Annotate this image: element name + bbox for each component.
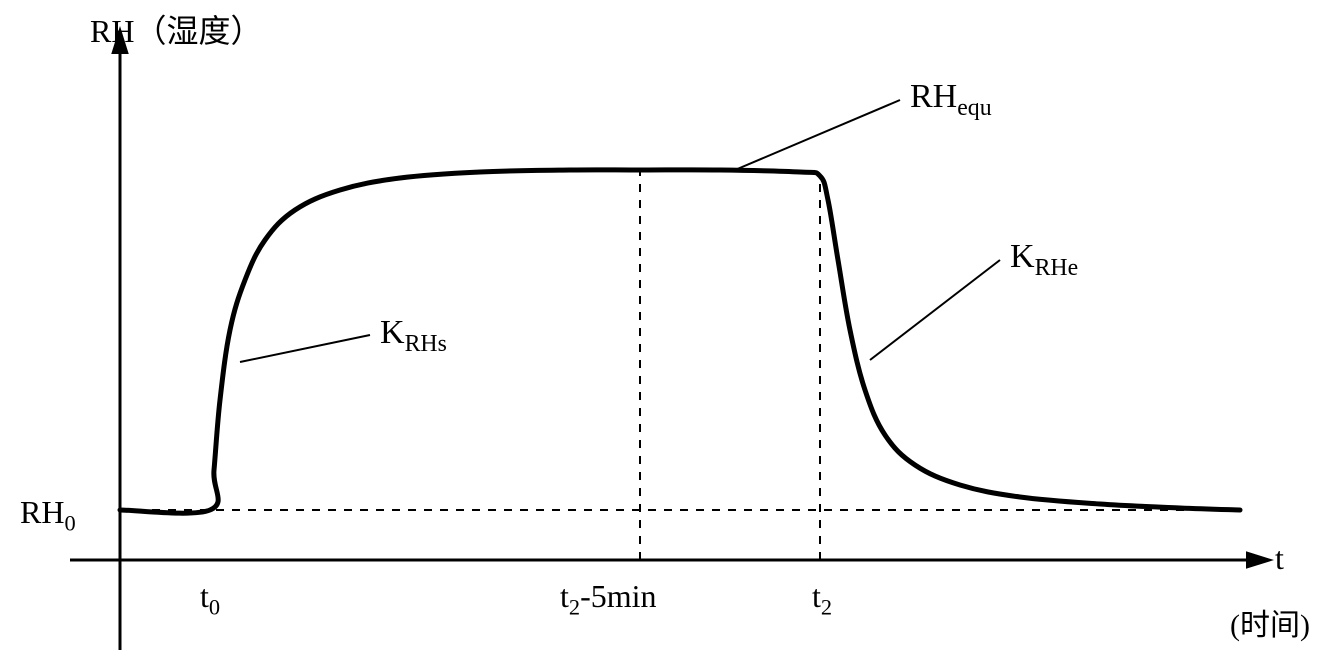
t2-tick-label: t2 bbox=[812, 578, 832, 620]
rh0-label: RH0 bbox=[20, 494, 76, 536]
t2-minus-5min-tick-label: t2-5min bbox=[560, 578, 657, 620]
y-axis-label: RH（湿度） bbox=[90, 6, 262, 52]
rhequ-annotation: RHequ bbox=[910, 78, 992, 122]
x-axis-label-t: t bbox=[1275, 540, 1284, 577]
t0-tick-label: t0 bbox=[200, 578, 220, 620]
humidity-curve-chart: RH（湿度） t (时间) RH0 t0 t2-5min t2 KRHs RHe… bbox=[0, 0, 1334, 663]
chart-svg bbox=[0, 0, 1334, 663]
krhs-annotation: KRHs bbox=[380, 314, 447, 358]
x-axis-label-time: (时间) bbox=[1230, 600, 1310, 644]
krhe-annotation: KRHe bbox=[1010, 238, 1078, 282]
